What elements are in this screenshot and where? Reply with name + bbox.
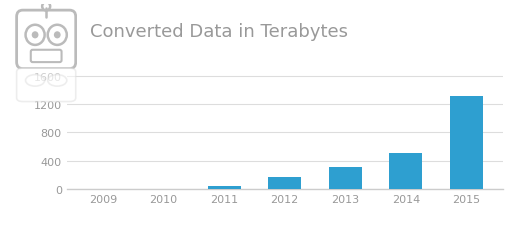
Circle shape (42, 3, 50, 11)
Text: Converted Data in Terabytes: Converted Data in Terabytes (90, 23, 348, 41)
Circle shape (54, 32, 61, 39)
FancyBboxPatch shape (16, 11, 76, 69)
Bar (268, 177, 301, 189)
Circle shape (32, 32, 38, 39)
Bar (208, 186, 241, 189)
Bar (389, 153, 422, 189)
Circle shape (26, 26, 45, 46)
Circle shape (48, 75, 67, 87)
FancyBboxPatch shape (31, 51, 62, 63)
Bar (449, 97, 483, 189)
Circle shape (26, 75, 45, 87)
Circle shape (48, 26, 67, 46)
FancyBboxPatch shape (16, 69, 76, 102)
Bar (329, 167, 362, 189)
